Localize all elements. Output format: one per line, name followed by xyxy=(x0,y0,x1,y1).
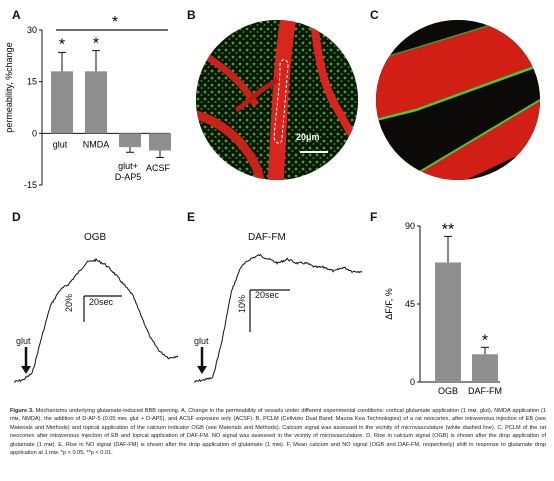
bar-f xyxy=(435,262,461,382)
stimulus-arrowhead-d xyxy=(21,366,31,374)
caption-text: Mechanisms underlying glutamate-induced … xyxy=(10,408,547,457)
bar-f xyxy=(472,354,498,382)
panel-b-label: B xyxy=(187,8,196,22)
category-label-a: glut xyxy=(53,139,68,149)
bar-a xyxy=(85,71,107,134)
panel-a-label: A xyxy=(12,8,21,22)
chart-a: 30 15 0 -15 permeability, %change glut NMDA glu… xyxy=(4,14,171,190)
stimulus-arrowhead-e xyxy=(197,366,207,374)
figure-caption: Figure 3. Mechanisms underlying glutamat… xyxy=(10,407,546,457)
scale-bar-label-b: 20μm xyxy=(296,132,320,142)
panel-d-label: D xyxy=(12,210,21,224)
stim-label-e: glut xyxy=(194,336,209,346)
bar-a xyxy=(51,71,73,134)
significance-mark-f: ** xyxy=(442,221,454,238)
trace-line-d xyxy=(13,257,179,383)
trace-title-d: OGB xyxy=(84,232,107,243)
y-tick-label-f: 90 xyxy=(405,221,415,231)
scale-x-label-e: 20sec xyxy=(255,290,280,300)
significance-mark-a: * xyxy=(112,14,118,31)
microscopy-image-b-drawing xyxy=(196,20,358,180)
stim-label-d: glut xyxy=(16,336,31,346)
trace-line-e xyxy=(193,253,363,383)
microscopy-image-c xyxy=(376,20,540,180)
chart-f: 90 45 0 ΔF/F, % ** OGB * DAF-FM xyxy=(384,221,502,396)
bar-a xyxy=(149,133,171,151)
scale-x-label-d: 20sec xyxy=(89,297,114,307)
y-axis-title-a: permeability, %change xyxy=(4,42,14,132)
microscopy-image-b: 20μm xyxy=(196,20,358,180)
significance-mark-a: * xyxy=(59,36,65,53)
panel-c: C xyxy=(360,0,554,200)
category-label-a: NMDA xyxy=(83,139,110,149)
y-tick-label-f: 45 xyxy=(405,299,415,309)
panel-f: F 90 45 0 ΔF/F, % ** OGB * DAF-FM xyxy=(370,200,554,400)
microscopy-image-c-drawing xyxy=(376,20,540,180)
category-label-f: DAF-FM xyxy=(468,386,502,396)
y-tick-label-a: 30 xyxy=(27,25,37,35)
category-label-a: ACSF xyxy=(146,163,171,173)
y-tick-label-a: -15 xyxy=(24,180,37,190)
panel-b: B 20μm xyxy=(180,0,360,200)
panel-e-label: E xyxy=(187,210,196,224)
y-axis-title-f: ΔF/F, % xyxy=(384,288,394,320)
panel-c-label: C xyxy=(370,8,379,22)
category-label-a: D-AP5 xyxy=(115,172,142,182)
figure-number: Figure 3. xyxy=(10,408,34,414)
chart-d xyxy=(13,257,179,383)
category-label-f: OGB xyxy=(438,386,458,396)
bar-a xyxy=(119,133,141,148)
panel-d: D OGB 20% 20sec glut xyxy=(0,200,180,400)
y-tick-label-a: 0 xyxy=(32,128,37,138)
significance-mark-a: * xyxy=(93,36,99,53)
y-tick-label-f: 0 xyxy=(410,377,415,387)
significance-mark-f: * xyxy=(482,332,488,349)
panel-a: A 30 15 0 -15 permeability, %change glut NMDA g… xyxy=(0,0,180,195)
y-tick-label-a: 15 xyxy=(27,77,37,87)
category-label-a: glut+ xyxy=(118,161,138,171)
trace-title-e: DAF-FM xyxy=(248,232,286,243)
chart-e xyxy=(193,253,363,383)
panel-e: E DAF-FM 10% 20sec glut xyxy=(180,200,370,400)
panel-f-label: F xyxy=(370,210,378,224)
